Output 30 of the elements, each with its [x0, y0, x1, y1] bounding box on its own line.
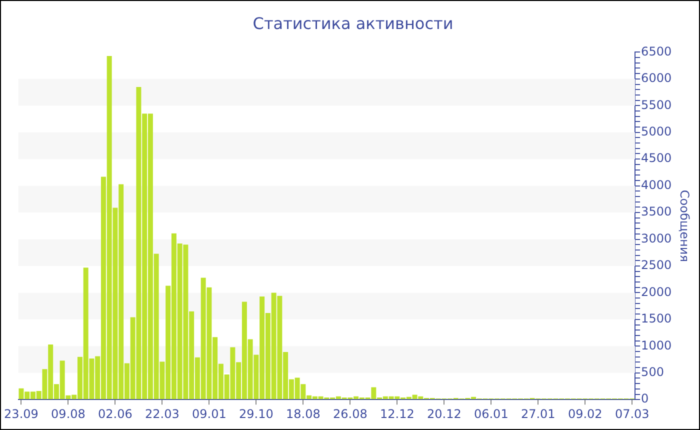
y-axis-title: Сообщения: [678, 190, 692, 262]
x-tick-label: 29.10: [239, 406, 274, 421]
y-tick-label: 0: [641, 392, 649, 406]
chart-title: Статистика активности: [252, 14, 454, 33]
y-tick-label: 2000: [641, 284, 672, 299]
y-tick-label: 3500: [641, 204, 672, 219]
y-tick-label: 500: [641, 365, 664, 379]
x-tick-label: 06.01: [474, 406, 508, 421]
x-tick-label: 27.01: [520, 406, 556, 421]
y-tick-label: 4000: [641, 178, 672, 192]
x-tick-label: 02.06: [98, 406, 132, 421]
x-tick-label: 12.12: [380, 406, 414, 421]
y-tick-label: 6000: [641, 71, 672, 86]
x-tick-label: 20.12: [426, 406, 462, 421]
x-tick-label: 07.03: [614, 406, 650, 421]
x-tick-label: 09.01: [192, 406, 226, 421]
y-tick-label: 4500: [641, 151, 672, 166]
y-tick-label: 1000: [641, 338, 672, 352]
y-tick-label: 6500: [641, 44, 672, 58]
x-tick-label: 23.09: [4, 406, 38, 421]
y-tick-label: 3000: [641, 231, 672, 246]
y-tick-label: 1500: [641, 312, 672, 326]
x-tick-label: 18.08: [286, 406, 320, 421]
y-tick-label: 2500: [641, 258, 672, 272]
y-tick-label: 5000: [641, 124, 672, 138]
x-tick-label: 09.08: [51, 406, 86, 421]
y-tick-label: 5500: [641, 98, 672, 112]
x-tick-label: 09.02: [568, 406, 602, 421]
x-tick-label: 22.03: [145, 406, 180, 421]
x-tick-label: 26.08: [332, 406, 368, 421]
